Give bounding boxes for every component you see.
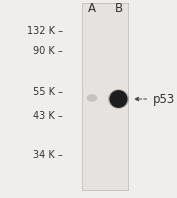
Text: 132 K –: 132 K – xyxy=(27,26,63,36)
Ellipse shape xyxy=(109,90,128,108)
Ellipse shape xyxy=(108,89,129,109)
Bar xyxy=(82,3,128,190)
Text: 55 K –: 55 K – xyxy=(33,87,63,97)
Text: B: B xyxy=(115,2,123,15)
Text: p53: p53 xyxy=(153,92,175,106)
Text: A: A xyxy=(88,2,96,15)
Text: 90 K –: 90 K – xyxy=(33,47,63,56)
Text: 43 K –: 43 K – xyxy=(33,111,63,121)
Ellipse shape xyxy=(87,94,97,102)
Text: 34 K –: 34 K – xyxy=(33,150,63,160)
